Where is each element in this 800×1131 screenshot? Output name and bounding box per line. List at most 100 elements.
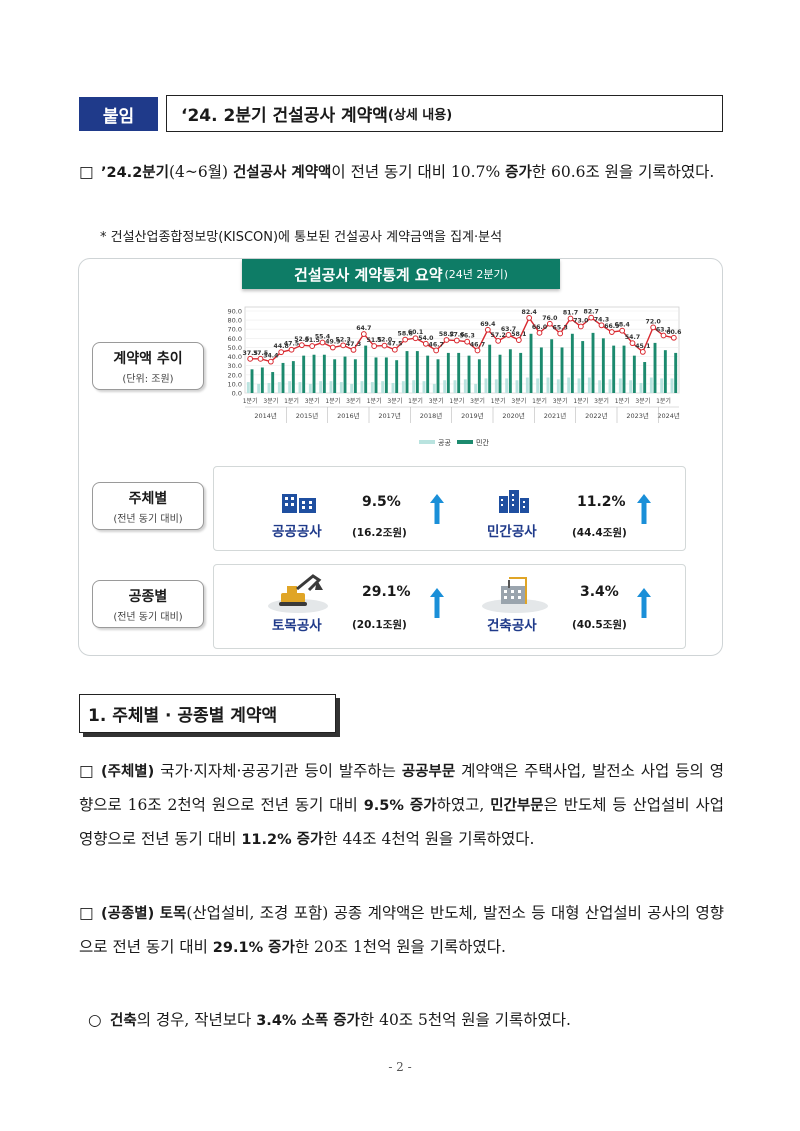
document-title-sub: (상세 내용) bbox=[387, 108, 453, 123]
year-label: 2018년 bbox=[420, 411, 443, 420]
private-bar bbox=[271, 372, 275, 393]
total-point bbox=[422, 340, 429, 347]
total-data-label: 56.3 bbox=[460, 333, 475, 340]
private-works-amount: (44.4조원) bbox=[572, 527, 627, 539]
quarter-label: 1분기 bbox=[325, 397, 340, 405]
total-point bbox=[515, 337, 522, 343]
public-building-icon bbox=[282, 494, 316, 513]
public-bar bbox=[639, 382, 643, 393]
type-text-2: 한 20조 1천억 원을 기록하였다. bbox=[294, 938, 506, 956]
building-text-2: 한 40조 5천억 원을 기록하였다. bbox=[359, 1011, 571, 1029]
quarter-label: 1분기 bbox=[615, 397, 630, 405]
trend-label-unit: (단위: 조원) bbox=[122, 373, 174, 385]
total-data-label: 81.7 bbox=[563, 310, 578, 317]
private-bar bbox=[343, 356, 347, 393]
private-bar bbox=[291, 361, 295, 393]
quarter-label: 3분기 bbox=[346, 397, 361, 405]
year-label: 2022년 bbox=[585, 411, 608, 420]
private-bar bbox=[674, 352, 678, 393]
quarter-label: 3분기 bbox=[429, 397, 444, 405]
private-bar bbox=[405, 351, 409, 393]
private-bar bbox=[601, 338, 605, 393]
total-point bbox=[309, 343, 316, 349]
legend-public-swatch bbox=[419, 440, 435, 444]
total-data-label: 54.0 bbox=[418, 335, 434, 342]
public-bar bbox=[546, 377, 550, 393]
entity-text-2: 계약액은 주택사업, 발전소 사업 등의 영향으로 16조 2천억 원으로 전년… bbox=[79, 762, 725, 814]
total-point bbox=[484, 326, 491, 333]
year-label: 2017년 bbox=[378, 411, 401, 420]
total-data-label: 37.5 bbox=[253, 350, 268, 357]
private-bar bbox=[250, 369, 254, 393]
building-term: 건축 bbox=[110, 1013, 137, 1029]
total-point bbox=[329, 344, 336, 351]
total-data-label: 65.3 bbox=[553, 325, 568, 332]
total-point bbox=[319, 339, 326, 346]
quarter-label: 1분기 bbox=[449, 397, 464, 405]
year-label: 2024년 bbox=[657, 411, 680, 420]
civil-up-arrow-icon bbox=[430, 588, 444, 618]
total-point bbox=[588, 314, 595, 321]
entity-label: 주체별 (전년 동기 대비) bbox=[92, 482, 204, 530]
public-bar bbox=[298, 382, 302, 393]
entity-label-title: 주체별 bbox=[128, 490, 168, 507]
quarter-label: 3분기 bbox=[635, 397, 650, 405]
public-bar bbox=[329, 381, 333, 393]
public-bar bbox=[567, 377, 571, 393]
summary-increase: 증가 bbox=[505, 165, 532, 181]
quarter-label: 3분기 bbox=[387, 397, 402, 405]
private-bar bbox=[457, 352, 461, 393]
y-tick-label: 10.0 bbox=[228, 380, 242, 388]
private-bar bbox=[560, 347, 564, 393]
total-data-label: 66.9 bbox=[604, 323, 619, 330]
public-works-amount: (16.2조원) bbox=[352, 527, 407, 539]
total-data-label: 60.1 bbox=[408, 329, 423, 336]
private-bar bbox=[653, 342, 657, 393]
private-bar bbox=[519, 352, 523, 393]
quarter-label: 3분기 bbox=[594, 397, 609, 405]
page-number: - 2 - bbox=[388, 1060, 412, 1074]
total-point bbox=[402, 336, 409, 343]
public-bar bbox=[432, 383, 436, 393]
public-bar bbox=[556, 379, 560, 393]
building-works-name: 건축공사 bbox=[487, 618, 537, 634]
public-bar bbox=[536, 378, 540, 393]
private-works-rate: 11.2% bbox=[577, 494, 626, 510]
total-point bbox=[670, 334, 677, 341]
total-point bbox=[340, 342, 347, 349]
private-increase: 11.2% 증가 bbox=[241, 832, 324, 848]
y-tick-label: 30.0 bbox=[228, 362, 242, 370]
total-data-label: 54.7 bbox=[625, 334, 640, 341]
total-data-label: 68.4 bbox=[615, 322, 631, 329]
plot-area bbox=[244, 306, 680, 394]
total-data-label: 60.6 bbox=[666, 329, 681, 336]
total-data-label: 51.5 bbox=[367, 337, 382, 344]
summary-period: ’24.2분기 bbox=[101, 165, 169, 181]
total-data-label: 73.0 bbox=[573, 317, 589, 324]
total-data-label: 82.4 bbox=[522, 309, 538, 316]
public-bar bbox=[443, 380, 447, 393]
total-data-label: 74.3 bbox=[594, 316, 609, 323]
total-point bbox=[619, 327, 626, 334]
year-label: 2020년 bbox=[502, 411, 525, 420]
total-point bbox=[629, 340, 636, 347]
private-bar bbox=[663, 350, 667, 393]
section-1-title: 1. 주체별 · 공종별 계약액 bbox=[79, 694, 336, 733]
total-point bbox=[257, 355, 264, 362]
civil-works-amount: (20.1조원) bbox=[352, 619, 407, 631]
public-up-arrow-icon bbox=[430, 494, 444, 524]
private-bar bbox=[436, 359, 440, 393]
y-tick-label: 50.0 bbox=[228, 344, 242, 352]
total-point bbox=[298, 342, 305, 349]
public-bar bbox=[370, 382, 374, 393]
public-bar bbox=[422, 381, 426, 393]
total-data-label: 45.1 bbox=[635, 343, 650, 350]
total-data-label: 52.3 bbox=[336, 336, 351, 343]
year-label: 2016년 bbox=[337, 411, 360, 420]
total-data-label: 58.2 bbox=[439, 331, 454, 338]
type-label-title: 공종별 bbox=[128, 588, 168, 605]
quarter-label: 3분기 bbox=[511, 397, 526, 405]
private-bar bbox=[384, 357, 388, 393]
summary-tail: 한 60.6조 원을 기록하였다. bbox=[531, 163, 715, 181]
y-tick-label: 0.0 bbox=[232, 390, 242, 398]
